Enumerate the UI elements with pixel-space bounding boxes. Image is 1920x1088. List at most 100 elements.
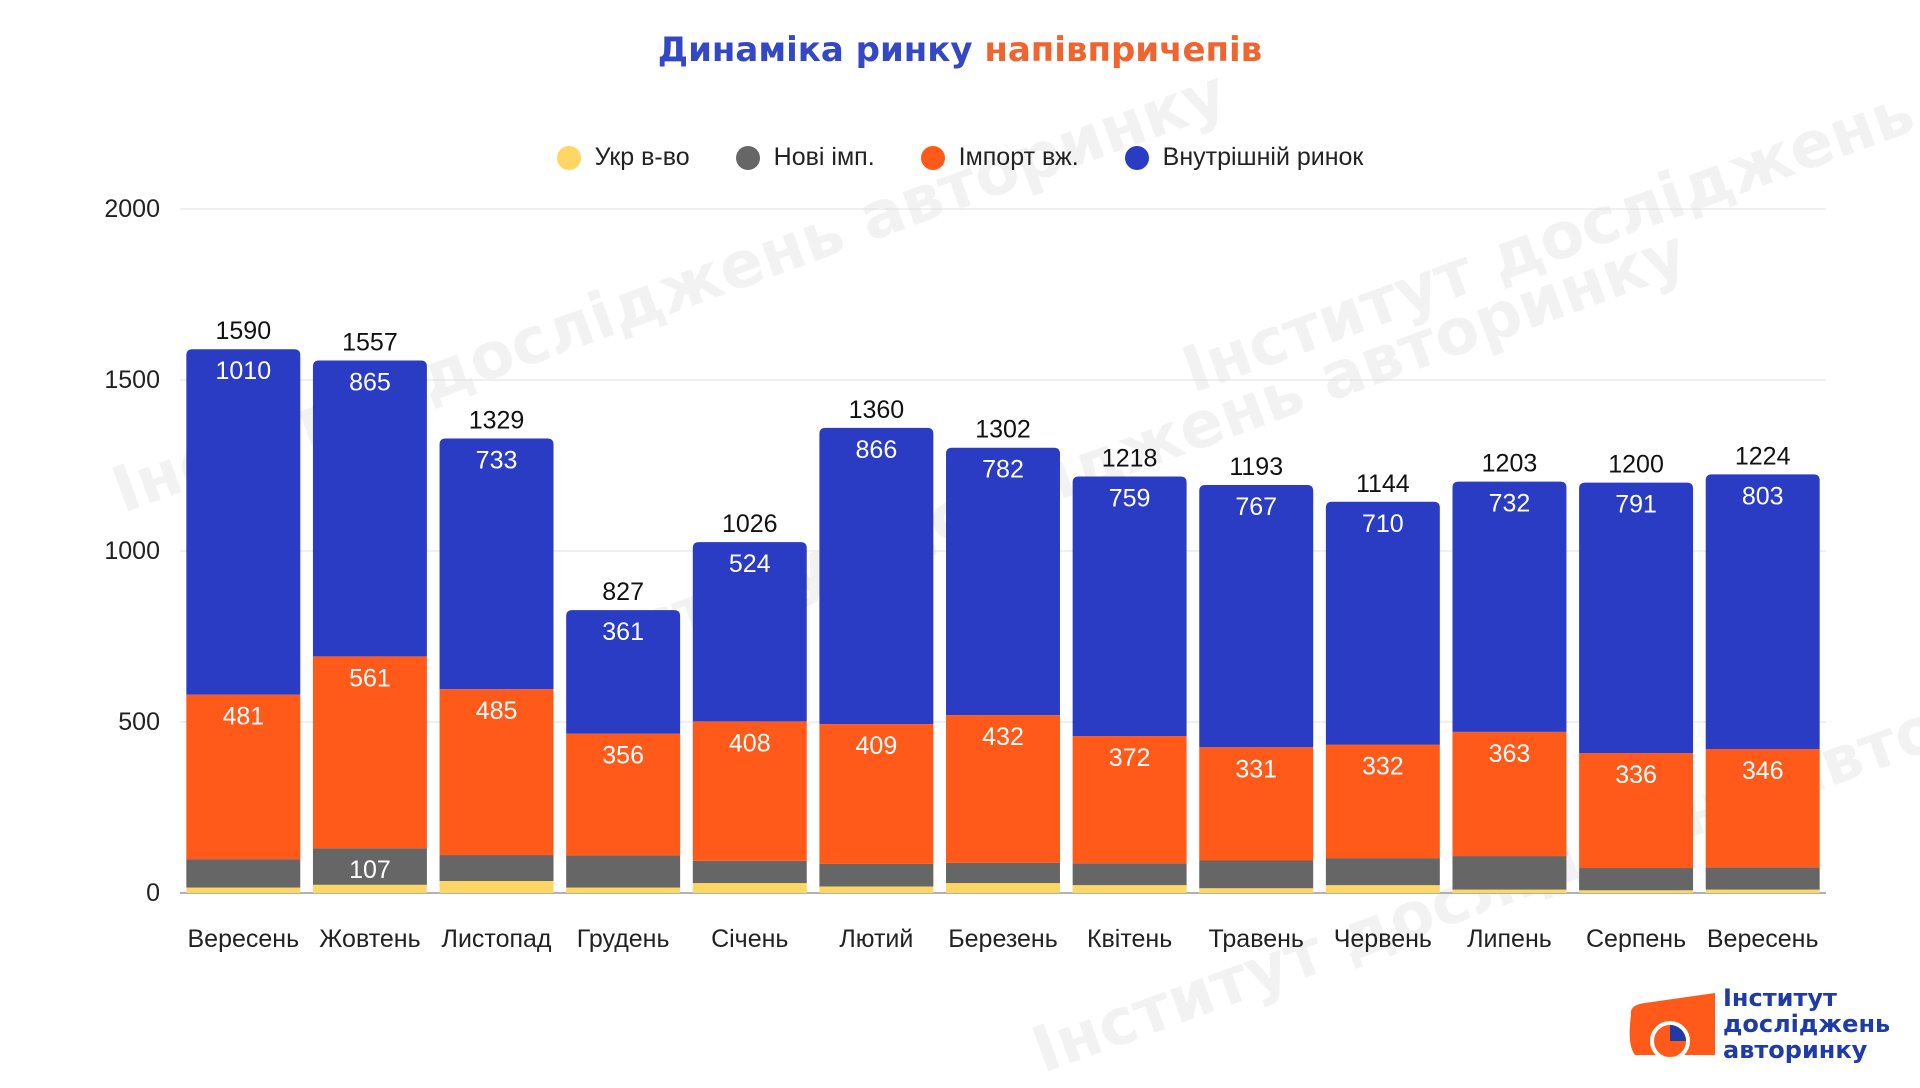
total-label: 827 bbox=[602, 578, 644, 606]
legend-label: Внутрішній ринок bbox=[1162, 143, 1364, 171]
total-label: 1203 bbox=[1482, 450, 1538, 478]
bar-segment bbox=[1579, 482, 1694, 754]
bar-segment bbox=[439, 881, 554, 893]
y-tick-label: 1000 bbox=[104, 537, 160, 565]
legend-label: Нові імп. bbox=[773, 143, 875, 171]
bar-segment bbox=[312, 884, 427, 893]
total-label: 1557 bbox=[342, 329, 398, 357]
logo-line: Інститут bbox=[1723, 984, 1837, 1012]
total-label: 1218 bbox=[1102, 444, 1158, 472]
bar-segment bbox=[1705, 867, 1820, 890]
y-tick-label: 2000 bbox=[104, 195, 160, 223]
x-tick-label: Вересень bbox=[1707, 925, 1819, 953]
data-label: 561 bbox=[349, 664, 391, 692]
bar-segment bbox=[1325, 744, 1440, 859]
bar-segment bbox=[819, 724, 934, 864]
data-label: 408 bbox=[729, 729, 771, 757]
bar-segment bbox=[186, 349, 301, 695]
legend-item-new-import[interactable]: Нові імп. bbox=[735, 143, 875, 172]
logo: Інститут досліджень авторинку bbox=[1625, 985, 1895, 1063]
data-label: 107 bbox=[349, 856, 391, 884]
bar-segment bbox=[946, 862, 1060, 884]
y-tick-label: 500 bbox=[118, 708, 160, 736]
x-tick-label: Серпень bbox=[1586, 925, 1686, 953]
legend-marker-icon bbox=[920, 145, 945, 170]
bar-segment bbox=[946, 447, 1060, 716]
chart-title: Динаміка ринку напівпричепів bbox=[0, 30, 1920, 70]
legend-item-used-import[interactable]: Імпорт вж. bbox=[920, 143, 1079, 172]
data-label: 1010 bbox=[215, 357, 271, 385]
total-label: 1302 bbox=[975, 416, 1031, 444]
data-label: 346 bbox=[1742, 757, 1784, 785]
data-label: 767 bbox=[1235, 493, 1277, 521]
logo-text: Інститут досліджень авторинку bbox=[1723, 985, 1890, 1063]
bar-segment bbox=[439, 438, 554, 690]
data-label: 732 bbox=[1489, 490, 1531, 518]
bar-segment bbox=[1072, 736, 1187, 864]
bar-segment bbox=[1579, 753, 1694, 869]
bar-segment bbox=[1072, 863, 1187, 886]
bar-segment bbox=[186, 887, 301, 893]
data-label: 710 bbox=[1362, 510, 1404, 538]
total-label: 1224 bbox=[1735, 442, 1791, 470]
bar-segment bbox=[186, 859, 301, 888]
logo-line: авторинку bbox=[1723, 1036, 1868, 1064]
legend-marker-icon bbox=[1124, 145, 1149, 170]
x-tick-label: Грудень bbox=[577, 925, 670, 953]
x-tick-label: Лютий bbox=[839, 925, 913, 953]
legend-marker-icon bbox=[556, 145, 581, 170]
bar-segment bbox=[1199, 860, 1314, 889]
bar-segment bbox=[566, 887, 681, 893]
data-label: 481 bbox=[222, 703, 264, 731]
total-label: 1329 bbox=[469, 406, 525, 434]
legend-marker-icon bbox=[735, 145, 760, 170]
data-label: 803 bbox=[1742, 482, 1784, 510]
total-label: 1200 bbox=[1608, 451, 1664, 479]
bar-segment bbox=[1452, 481, 1567, 732]
y-tick-label: 1500 bbox=[104, 366, 160, 394]
legend-item-ukr[interactable]: Укр в-во bbox=[556, 143, 690, 172]
data-label: 485 bbox=[476, 697, 518, 725]
data-label: 865 bbox=[349, 369, 391, 397]
legend-label: Імпорт вж. bbox=[958, 143, 1079, 171]
data-label: 782 bbox=[982, 456, 1024, 484]
total-label: 1360 bbox=[849, 396, 905, 424]
bar-segment bbox=[566, 610, 681, 734]
bar-segment bbox=[692, 883, 807, 893]
x-tick-label: Квітень bbox=[1087, 925, 1172, 953]
x-tick-label: Березень bbox=[948, 925, 1058, 953]
bar-segment bbox=[439, 855, 554, 882]
data-label: 356 bbox=[602, 742, 644, 770]
data-label: 432 bbox=[982, 723, 1024, 751]
total-label: 1590 bbox=[215, 317, 271, 345]
bar-segment bbox=[1199, 747, 1314, 861]
data-label: 866 bbox=[856, 436, 898, 464]
bar-segment bbox=[439, 689, 554, 856]
total-label: 1144 bbox=[1356, 470, 1410, 498]
y-tick-label: 0 bbox=[146, 879, 160, 907]
bar-segment bbox=[692, 721, 807, 861]
chart-title-part1: Динаміка ринку bbox=[657, 30, 973, 70]
bar-segment bbox=[1452, 731, 1567, 857]
logo-icon bbox=[1629, 993, 1715, 1060]
x-tick-label: Липень bbox=[1467, 925, 1552, 953]
legend-label: Укр в-во bbox=[594, 143, 690, 171]
data-label: 332 bbox=[1362, 753, 1404, 781]
bar-segment bbox=[1705, 749, 1820, 868]
data-label: 363 bbox=[1489, 740, 1531, 768]
bar-segment bbox=[1325, 885, 1440, 893]
x-tick-label: Вересень bbox=[187, 925, 299, 953]
bar-segment bbox=[819, 863, 934, 887]
bar-segment bbox=[692, 860, 807, 884]
legend-item-domestic[interactable]: Внутрішній ринок bbox=[1124, 143, 1364, 172]
bar-segment bbox=[692, 542, 807, 722]
data-label: 733 bbox=[476, 446, 518, 474]
data-label: 372 bbox=[1109, 744, 1151, 772]
bar-segment bbox=[1072, 885, 1187, 893]
bar-segment bbox=[1452, 856, 1567, 890]
x-tick-label: Травень bbox=[1209, 925, 1304, 953]
x-tick-label: Червень bbox=[1334, 925, 1432, 953]
bar-segment bbox=[819, 427, 934, 725]
bar-segment bbox=[1325, 858, 1440, 886]
